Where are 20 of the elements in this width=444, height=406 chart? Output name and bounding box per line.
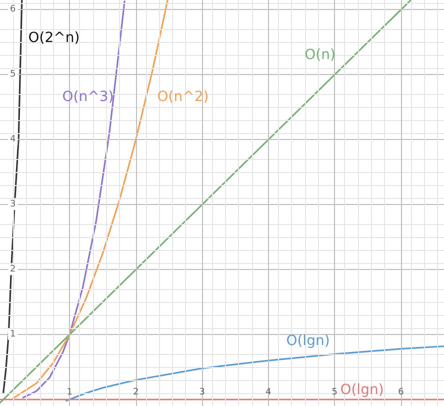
x-tick-label: 6 <box>398 388 404 398</box>
x-tick-label: 3 <box>199 388 205 398</box>
y-tick-label: 3 <box>10 200 16 210</box>
x-tick-label: 4 <box>266 388 272 398</box>
y-tick-label: 5 <box>10 70 16 80</box>
series-label: O(2^n) <box>28 30 80 46</box>
y-tick-label: 4 <box>10 134 16 145</box>
y-tick-label: 2 <box>10 264 16 275</box>
series-label: O(n) <box>304 47 336 63</box>
x-tick-label: 2 <box>132 388 139 398</box>
series-label: O(lgn) <box>340 382 384 398</box>
x-tick-label: 1 <box>66 388 72 398</box>
series-label: O(n^3) <box>62 89 114 105</box>
series-label: O(n^2) <box>157 89 209 105</box>
x-tick-label: 5 <box>332 388 338 398</box>
line-series <box>22 0 126 398</box>
y-tick-label: 1 <box>10 330 16 340</box>
y-tick-label: 6 <box>10 4 16 15</box>
series-label: O(lgn) <box>286 333 330 349</box>
line-series <box>2 0 23 394</box>
